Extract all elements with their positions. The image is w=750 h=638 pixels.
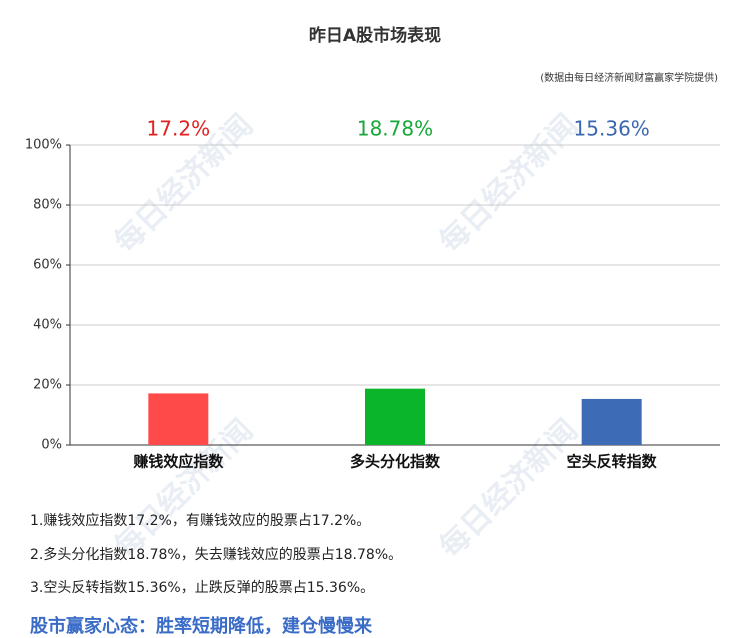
chart-title: 昨日A股市场表现 — [309, 25, 441, 46]
note: 3.空头反转指数15.36%，止跌反弹的股票占15.36%。 — [30, 580, 374, 596]
chart-subtitle: (数据由每日经济新闻财富赢家学院提供) — [540, 71, 718, 84]
x-tick-label: 空头反转指数 — [567, 453, 658, 471]
y-tick-label: 40% — [33, 318, 62, 333]
bar — [148, 393, 209, 445]
conclusion: 股市赢家心态：胜率短期降低，建仓慢慢来 — [29, 615, 373, 637]
note: 1.赚钱效应指数17.2%，有赚钱效应的股票占17.2%。 — [30, 512, 370, 529]
y-tick-label: 80% — [33, 198, 62, 213]
bar — [581, 398, 642, 445]
x-tick-label: 多头分化指数 — [350, 453, 441, 471]
y-tick-label: 20% — [33, 378, 62, 393]
value-label: 17.2% — [147, 117, 211, 141]
value-label: 15.36% — [574, 117, 650, 141]
note: 2.多头分化指数18.78%，失去赚钱效应的股票占18.78%。 — [30, 546, 402, 563]
y-tick-label: 0% — [41, 438, 62, 453]
y-tick-label: 100% — [25, 138, 62, 153]
bar — [365, 388, 425, 445]
x-tick-label: 赚钱效应指数 — [132, 453, 224, 471]
y-tick-label: 60% — [33, 258, 62, 273]
value-label: 18.78% — [357, 117, 433, 141]
